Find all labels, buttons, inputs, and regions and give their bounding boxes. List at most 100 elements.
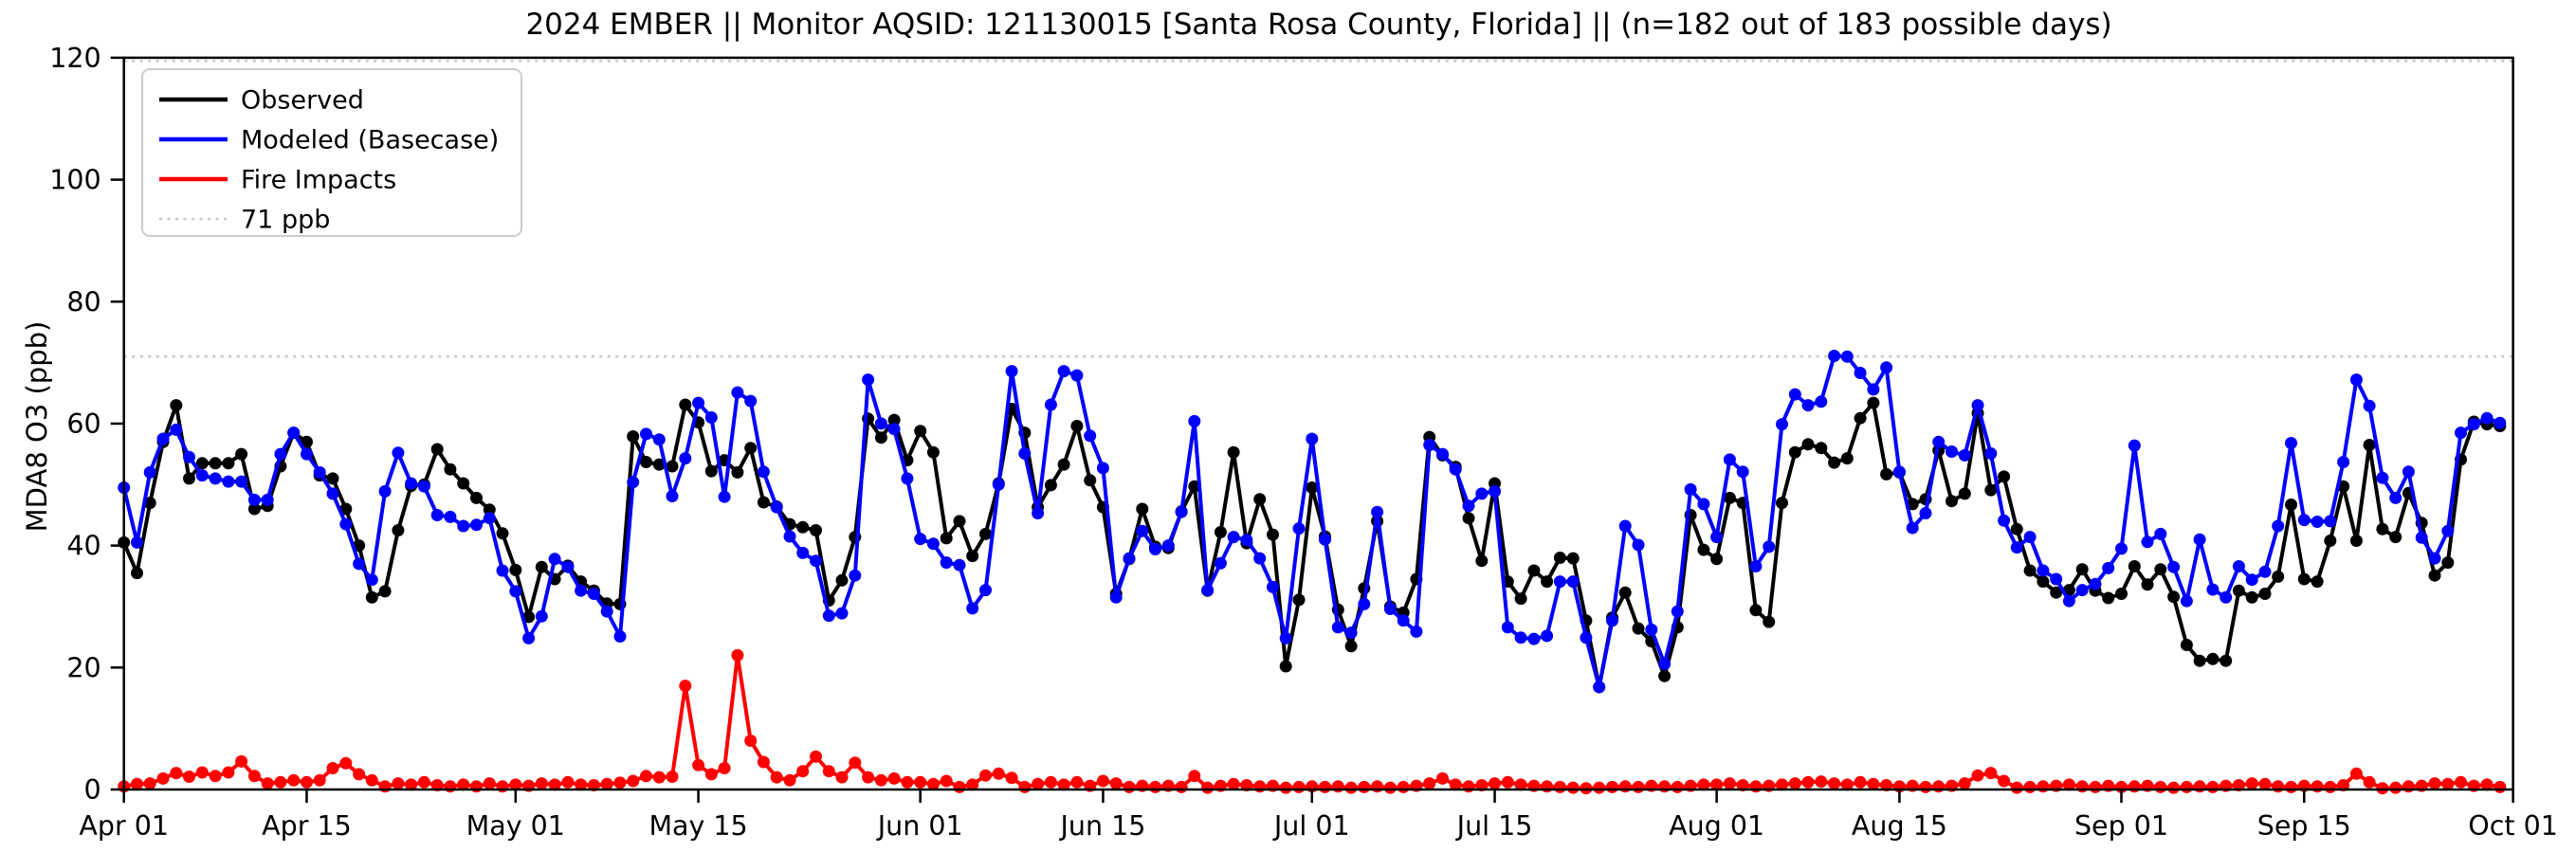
modeled-basecase-marker <box>1161 539 1175 553</box>
modeled-basecase-marker <box>1593 681 1606 694</box>
observed-marker <box>926 445 940 459</box>
fire-impacts-marker <box>822 765 835 778</box>
fire-impacts-marker <box>392 777 405 790</box>
modeled-basecase-marker <box>522 631 536 644</box>
modeled-basecase-marker <box>170 423 183 436</box>
fire-impacts-marker <box>1632 780 1645 793</box>
modeled-basecase-marker <box>2220 590 2233 604</box>
fire-impacts-marker <box>1710 778 1724 791</box>
fire-impacts-marker <box>1149 780 1161 793</box>
fire-impacts-marker <box>1971 769 1984 782</box>
modeled-basecase-marker <box>183 450 195 463</box>
fire-impacts-marker <box>417 775 430 789</box>
modeled-basecase-marker <box>1828 350 1841 362</box>
modeled-basecase-marker <box>1840 350 1854 363</box>
observed-marker <box>2324 535 2337 547</box>
x-tick-label: Jul 01 <box>1272 810 1350 842</box>
modeled-basecase-marker <box>2075 584 2089 597</box>
observed-marker <box>1618 586 1632 599</box>
observed-marker <box>1227 445 1240 459</box>
fire-impacts-marker <box>2324 780 2337 793</box>
modeled-basecase-marker <box>1267 580 1279 593</box>
observed-marker <box>509 563 522 576</box>
legend-label-1: Observed <box>241 86 364 116</box>
modeled-basecase-marker <box>810 554 822 568</box>
fire-impacts-marker <box>1175 780 1188 793</box>
fire-impacts-marker <box>1658 780 1672 793</box>
fire-impacts-marker <box>1840 778 1854 791</box>
fire-impacts-marker <box>1371 780 1384 793</box>
fire-impacts-marker <box>1018 780 1032 793</box>
fire-impacts-marker <box>914 775 927 789</box>
modeled-basecase-marker <box>627 476 640 489</box>
fire-impacts-marker <box>2154 780 2167 793</box>
fire-impacts-marker <box>156 771 170 785</box>
fire-impacts-marker <box>1109 777 1123 790</box>
modeled-basecase-marker <box>1867 383 1880 396</box>
observed-marker <box>887 413 901 426</box>
observed-marker <box>1776 497 1788 510</box>
observed-marker <box>1527 564 1541 577</box>
fire-impacts-marker <box>757 755 770 769</box>
fire-impacts-marker <box>613 776 627 789</box>
modeled-basecase-marker <box>339 517 353 531</box>
modeled-basecase-marker <box>2324 515 2337 528</box>
observed-marker <box>2441 556 2455 570</box>
modeled-basecase-marker <box>2010 541 2023 554</box>
modeled-basecase-marker <box>849 569 862 582</box>
modeled-basecase-marker <box>1253 552 1267 565</box>
modeled-basecase-marker <box>1344 626 1358 640</box>
observed-marker <box>1958 487 1971 500</box>
modeled-basecase-marker <box>874 417 887 430</box>
modeled-basecase-marker <box>1815 395 1828 408</box>
modeled-basecase-marker <box>887 423 901 436</box>
fire-impacts-marker <box>143 777 156 790</box>
observed-marker <box>1136 502 1149 516</box>
fire-impacts-marker <box>992 767 1005 780</box>
modeled-basecase-marker <box>979 584 992 597</box>
observed-marker <box>1070 420 1084 432</box>
fire-impacts-marker <box>770 771 783 784</box>
fire-impacts-marker <box>1292 780 1306 793</box>
observed-marker <box>2010 522 2023 535</box>
modeled-basecase-marker <box>666 490 679 502</box>
x-tick-label: May 01 <box>466 810 565 842</box>
modeled-basecase-marker <box>2050 572 2063 586</box>
observed-marker <box>2258 588 2272 600</box>
observed-marker <box>1749 604 1763 617</box>
observed-marker <box>2349 535 2363 547</box>
fire-impacts-marker <box>2037 780 2050 793</box>
observed-marker <box>1880 467 1893 481</box>
observed-marker <box>1867 396 1880 409</box>
modeled-basecase-marker <box>1005 365 1018 378</box>
observed-marker <box>470 491 483 504</box>
observed-marker <box>953 515 966 528</box>
observed-marker <box>744 442 758 455</box>
observed-marker <box>1658 669 1672 682</box>
x-tick-label: Jun 15 <box>1059 810 1146 842</box>
fire-impacts-marker <box>195 766 209 779</box>
observed-marker <box>2141 578 2154 591</box>
fire-impacts-marker <box>1436 771 1449 785</box>
fire-impacts-marker <box>1514 778 1527 791</box>
fire-impacts-marker <box>2311 780 2324 793</box>
modeled-basecase-marker <box>326 487 339 500</box>
modeled-basecase-marker <box>1136 524 1149 537</box>
observed-marker <box>874 431 887 445</box>
modeled-basecase-marker <box>2349 373 2363 387</box>
fire-impacts-marker <box>627 774 640 788</box>
observed-marker <box>2193 654 2206 667</box>
observed-marker <box>640 456 652 468</box>
modeled-basecase-marker <box>1462 499 1475 513</box>
observed-marker <box>457 477 470 490</box>
fire-impacts-marker <box>2441 777 2455 790</box>
fire-impacts-line <box>123 653 2501 790</box>
modeled-basecase-marker <box>1514 631 1527 644</box>
fire-impacts-marker <box>2455 775 2467 789</box>
fire-impacts-marker <box>2062 778 2075 791</box>
observed-marker <box>679 398 692 411</box>
fire-impacts-marker <box>1580 782 1593 795</box>
fire-impacts-marker <box>2245 777 2258 790</box>
modeled-basecase-marker <box>718 490 731 503</box>
x-tick-label: Aug 01 <box>1669 810 1764 842</box>
